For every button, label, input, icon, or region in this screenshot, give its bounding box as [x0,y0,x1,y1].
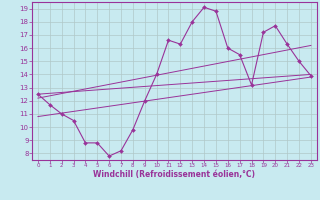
X-axis label: Windchill (Refroidissement éolien,°C): Windchill (Refroidissement éolien,°C) [93,170,255,179]
